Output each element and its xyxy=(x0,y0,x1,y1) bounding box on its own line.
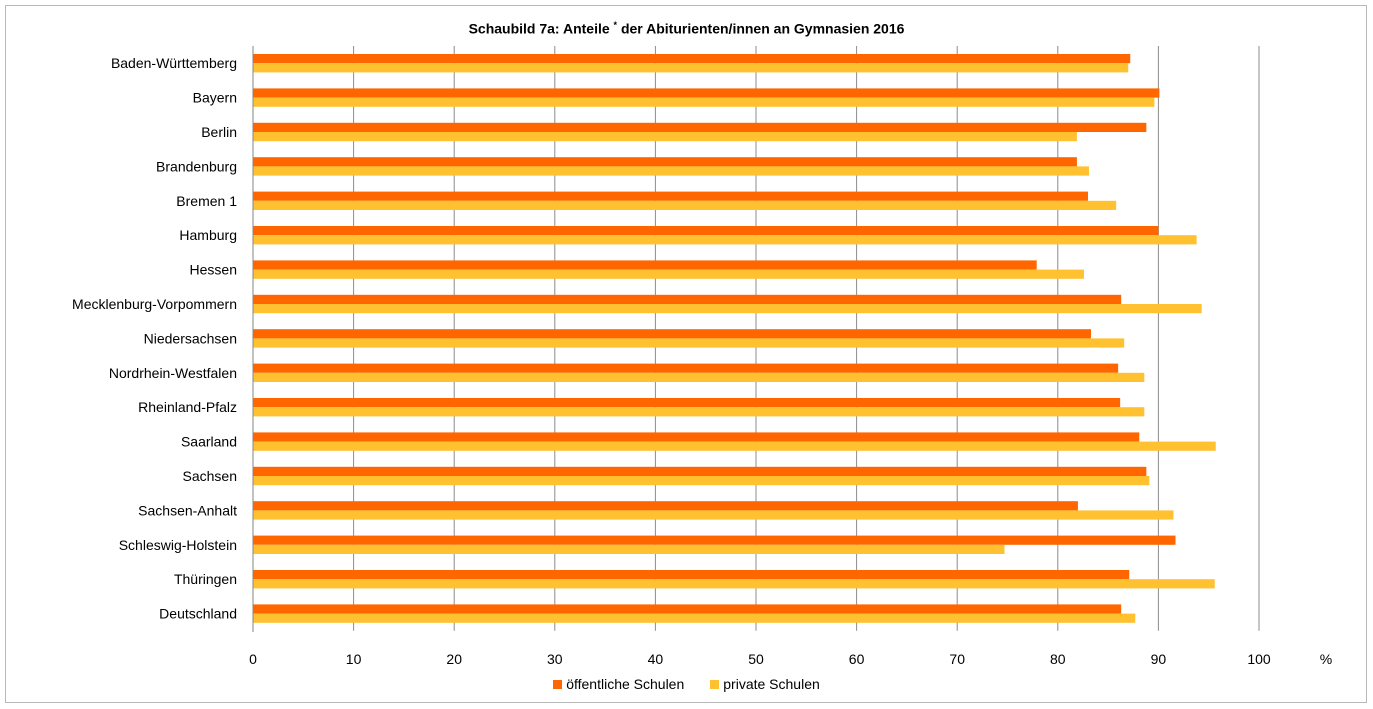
bar-public xyxy=(253,363,1119,373)
bar-public xyxy=(253,466,1147,476)
bar-private xyxy=(253,97,1155,107)
bar-public xyxy=(253,122,1147,132)
legend-item-private: private Schulen xyxy=(710,676,820,692)
bar-private xyxy=(253,235,1197,245)
category-label: Bremen 1 xyxy=(176,193,237,209)
x-tick-label: 20 xyxy=(446,651,462,667)
bar-private xyxy=(253,372,1145,382)
x-tick-label: 30 xyxy=(547,651,563,667)
chart-title: Schaubild 7a: Anteile * der Abiturienten… xyxy=(0,20,1373,37)
bar-private xyxy=(253,166,1089,176)
bar-private xyxy=(253,476,1150,486)
chart-title-main: Schaubild 7a: Anteile xyxy=(468,20,610,37)
chart-title-rest: der Abiturienten/innen an Gymnasien 2016 xyxy=(620,20,905,37)
bar-public xyxy=(253,570,1130,580)
bar-private xyxy=(253,613,1136,623)
x-tick-label: 40 xyxy=(648,651,664,667)
bar-public xyxy=(253,604,1122,614)
bar-public xyxy=(253,226,1159,236)
legend-label-public: öffentliche Schulen xyxy=(566,676,685,692)
x-tick-label: 60 xyxy=(849,651,865,667)
bar-public xyxy=(253,535,1176,545)
category-label: Sachsen-Anhalt xyxy=(138,502,237,518)
legend-swatch-public xyxy=(553,679,563,689)
bar-public xyxy=(253,157,1077,167)
bar-private xyxy=(253,63,1129,73)
category-label: Mecklenburg-Vorpommern xyxy=(72,296,237,312)
category-label: Sachsen xyxy=(183,468,237,484)
category-label: Niedersachsen xyxy=(144,330,237,346)
category-label: Saarland xyxy=(181,434,237,450)
bar-private xyxy=(253,510,1174,520)
category-label: Baden-Württemberg xyxy=(111,55,237,71)
category-label: Rheinland-Pfalz xyxy=(138,399,237,415)
bar-private xyxy=(253,407,1145,417)
bar-public xyxy=(253,260,1037,270)
legend-swatch-private xyxy=(710,679,720,689)
bar-public xyxy=(253,54,1131,64)
x-tick-label: 0 xyxy=(249,651,257,667)
category-label: Schleswig-Holstein xyxy=(119,537,237,553)
category-label: Brandenburg xyxy=(156,158,237,174)
category-label: Nordrhein-Westfalen xyxy=(109,365,237,381)
bar-public xyxy=(253,191,1088,201)
bar-private xyxy=(253,132,1077,142)
bar-public xyxy=(253,88,1160,98)
legend-item-public: öffentliche Schulen xyxy=(553,676,684,692)
x-tick-label: 100 xyxy=(1247,651,1271,667)
bar-private xyxy=(253,200,1117,210)
category-label: Thüringen xyxy=(174,571,237,587)
bar-private xyxy=(253,269,1084,279)
x-tick-label: 10 xyxy=(346,651,362,667)
x-tick-label: 80 xyxy=(1050,651,1066,667)
legend: öffentliche Schulen private Schulen xyxy=(0,676,1373,692)
bars xyxy=(253,54,1216,623)
x-tick-label: 90 xyxy=(1151,651,1167,667)
x-tick-label: 70 xyxy=(949,651,965,667)
category-label: Bayern xyxy=(193,90,237,106)
bar-public xyxy=(253,501,1078,511)
category-label: Hamburg xyxy=(179,227,237,243)
bar-public xyxy=(253,398,1121,408)
bar-private xyxy=(253,579,1215,589)
bar-private xyxy=(253,338,1125,348)
bar-public xyxy=(253,329,1091,339)
category-labels: Baden-Württemberg Bayern Berlin Brandenburg… xyxy=(72,55,237,621)
chart-title-footnote-mark: * xyxy=(613,20,618,30)
x-tick-labels: 0 10 20 30 40 50 60 70 80 90 100 xyxy=(249,651,1271,667)
bar-private xyxy=(253,441,1216,451)
x-unit-label: % xyxy=(1320,651,1332,667)
x-tick-label: 50 xyxy=(748,651,764,667)
bar-public xyxy=(253,432,1140,442)
category-label: Berlin xyxy=(201,124,237,140)
bar-private xyxy=(253,544,1005,554)
category-label: Deutschland xyxy=(159,606,237,622)
legend-label-private: private Schulen xyxy=(723,676,820,692)
bar-private xyxy=(253,304,1202,314)
category-label: Hessen xyxy=(190,262,237,278)
bar-public xyxy=(253,294,1122,304)
